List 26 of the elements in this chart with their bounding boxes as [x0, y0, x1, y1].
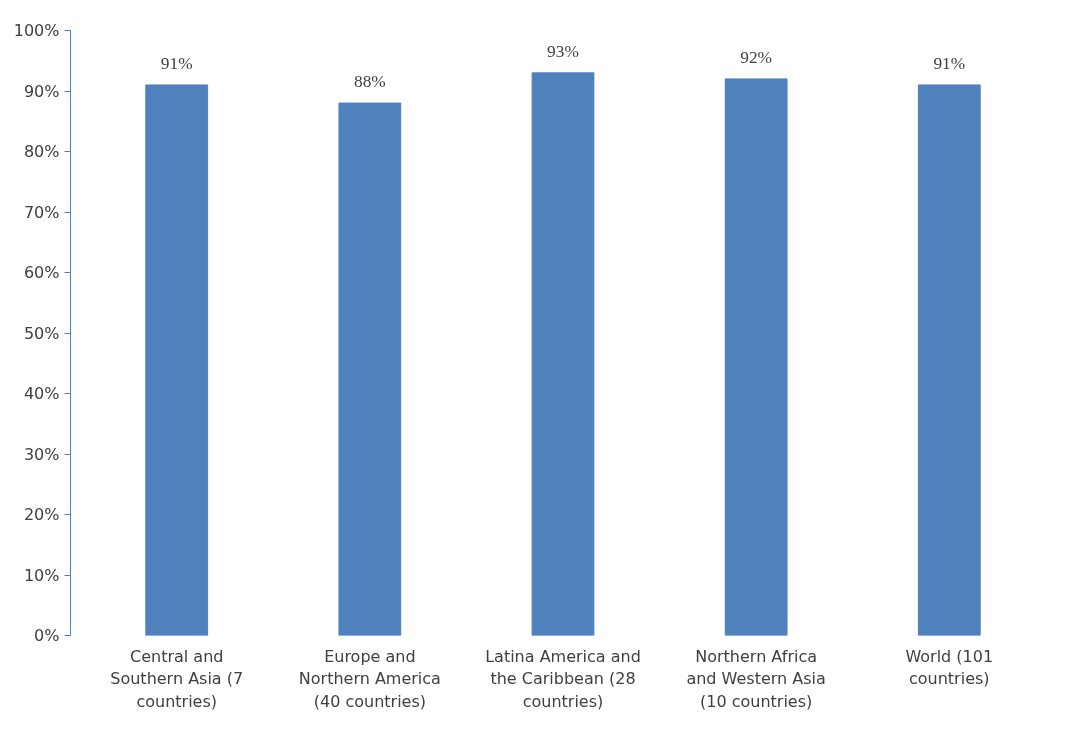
bar — [724, 78, 788, 636]
data-label: 88% — [353, 72, 386, 92]
y-tick-label: 100% — [13, 21, 60, 40]
y-tick-label: 0% — [34, 626, 60, 645]
bar — [531, 72, 595, 636]
data-label: 92% — [740, 47, 773, 67]
data-label: 93% — [547, 41, 579, 61]
y-tick-label: 70% — [23, 202, 60, 222]
data-label: 91% — [160, 53, 193, 73]
y-tick-label: 10% — [23, 565, 60, 585]
y-tick-label: 80% — [23, 142, 60, 161]
x-tick-label: Central and Southern Asia (7 countries) — [110, 646, 244, 712]
bar — [917, 84, 981, 636]
y-tick-label: 30% — [23, 444, 60, 464]
y-tick-label: 90% — [23, 81, 60, 101]
bar — [145, 84, 209, 636]
y-tick-label: 50% — [23, 323, 60, 343]
x-tick-label: Europe and Northern America (40 countries) — [298, 646, 441, 712]
x-tick-label: Northern Africa and Western Asia (10 countries) — [686, 646, 826, 712]
y-tick-label: 20% — [23, 505, 60, 524]
bar — [338, 102, 402, 636]
data-label: 91% — [933, 53, 966, 73]
x-tick-label: World (101 countries) — [905, 646, 994, 689]
y-tick-label: 40% — [23, 384, 60, 403]
y-tick-label: 60% — [23, 263, 60, 282]
x-tick-label: Latina America and the Caribbean (28 countries) — [485, 646, 641, 712]
